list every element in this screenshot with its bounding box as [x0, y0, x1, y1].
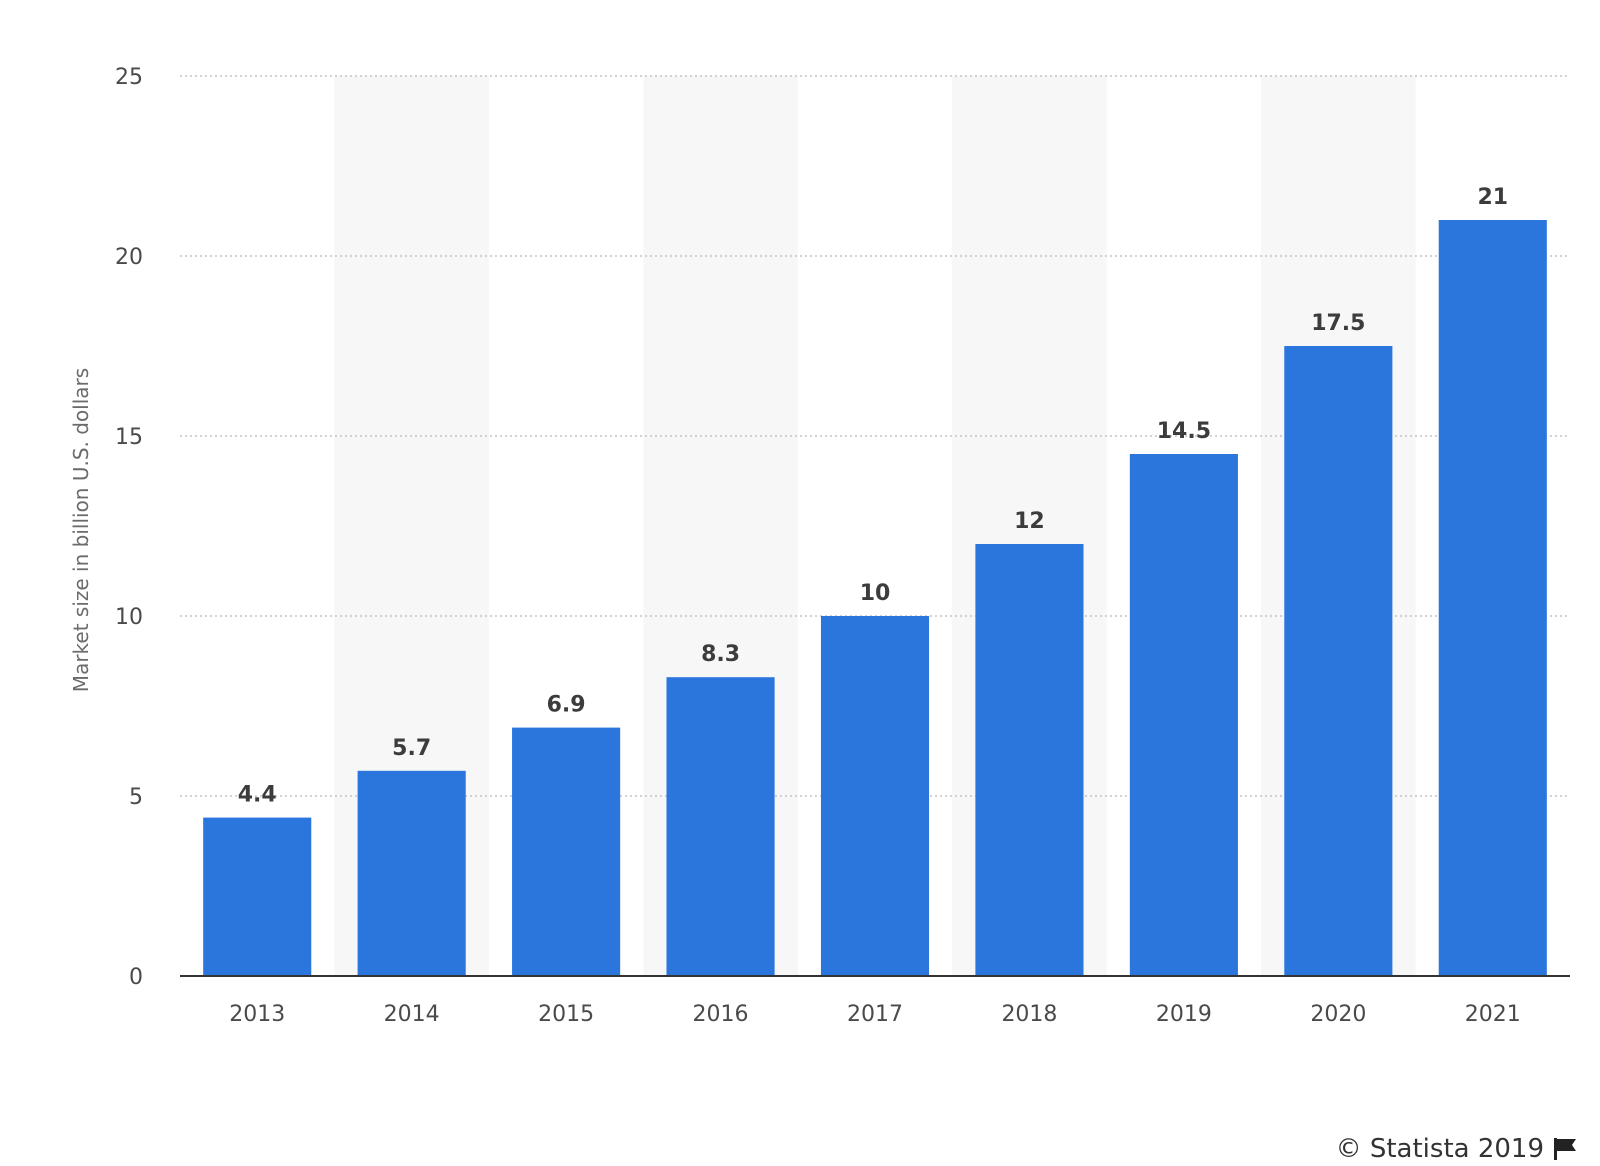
x-tick-label: 2018 [1001, 1002, 1057, 1027]
value-label: 5.7 [392, 736, 431, 761]
value-label: 4.4 [238, 783, 277, 808]
value-label: 14.5 [1157, 419, 1211, 444]
y-tick-label: 20 [115, 245, 143, 270]
y-tick-label: 5 [129, 785, 143, 810]
value-label: 8.3 [701, 642, 740, 667]
bar-2021 [1438, 220, 1547, 976]
y-tick-label: 25 [115, 65, 143, 90]
bar-2015 [512, 727, 621, 976]
bar-2019 [1129, 454, 1238, 976]
credit-text: © Statista 2019 [1335, 1134, 1544, 1164]
x-tick-label: 2013 [229, 1002, 285, 1027]
bar-2016 [666, 677, 775, 976]
bar-2020 [1284, 346, 1393, 976]
x-tick-label: 2014 [384, 1002, 440, 1027]
x-tick-label: 2019 [1156, 1002, 1212, 1027]
x-axis-ticks: 2013 2014 2015 2016 2017 2018 2019 2020 2021 [229, 1002, 1521, 1027]
x-tick-label: 2021 [1465, 1002, 1521, 1027]
bar-2017 [820, 616, 930, 976]
y-axis-title: Market size in billion U.S. dollars [69, 368, 93, 692]
x-tick-label: 2015 [538, 1002, 594, 1027]
flag-icon[interactable] [1552, 1137, 1578, 1161]
x-tick-label: 2020 [1310, 1002, 1366, 1027]
bar-2013 [203, 817, 312, 976]
value-label: 17.5 [1311, 311, 1365, 336]
x-tick-label: 2016 [693, 1002, 749, 1027]
y-tick-label: 10 [115, 605, 143, 630]
value-label: 6.9 [547, 693, 586, 718]
y-tick-label: 0 [129, 965, 143, 990]
value-label: 12 [1014, 509, 1045, 534]
bars [203, 220, 1547, 976]
source-credit[interactable]: © Statista 2019 [1336, 1134, 1578, 1164]
value-label: 21 [1477, 185, 1508, 210]
y-axis-ticks: 0 5 10 15 20 25 [115, 65, 143, 990]
bar-2014 [357, 770, 466, 976]
y-tick-label: 15 [115, 425, 143, 450]
bar-2018 [975, 544, 1084, 976]
value-label: 10 [860, 581, 891, 606]
x-tick-label: 2017 [847, 1002, 903, 1027]
value-labels: 4.4 5.7 6.9 8.3 10 12 14.5 17.5 21 [238, 185, 1508, 808]
